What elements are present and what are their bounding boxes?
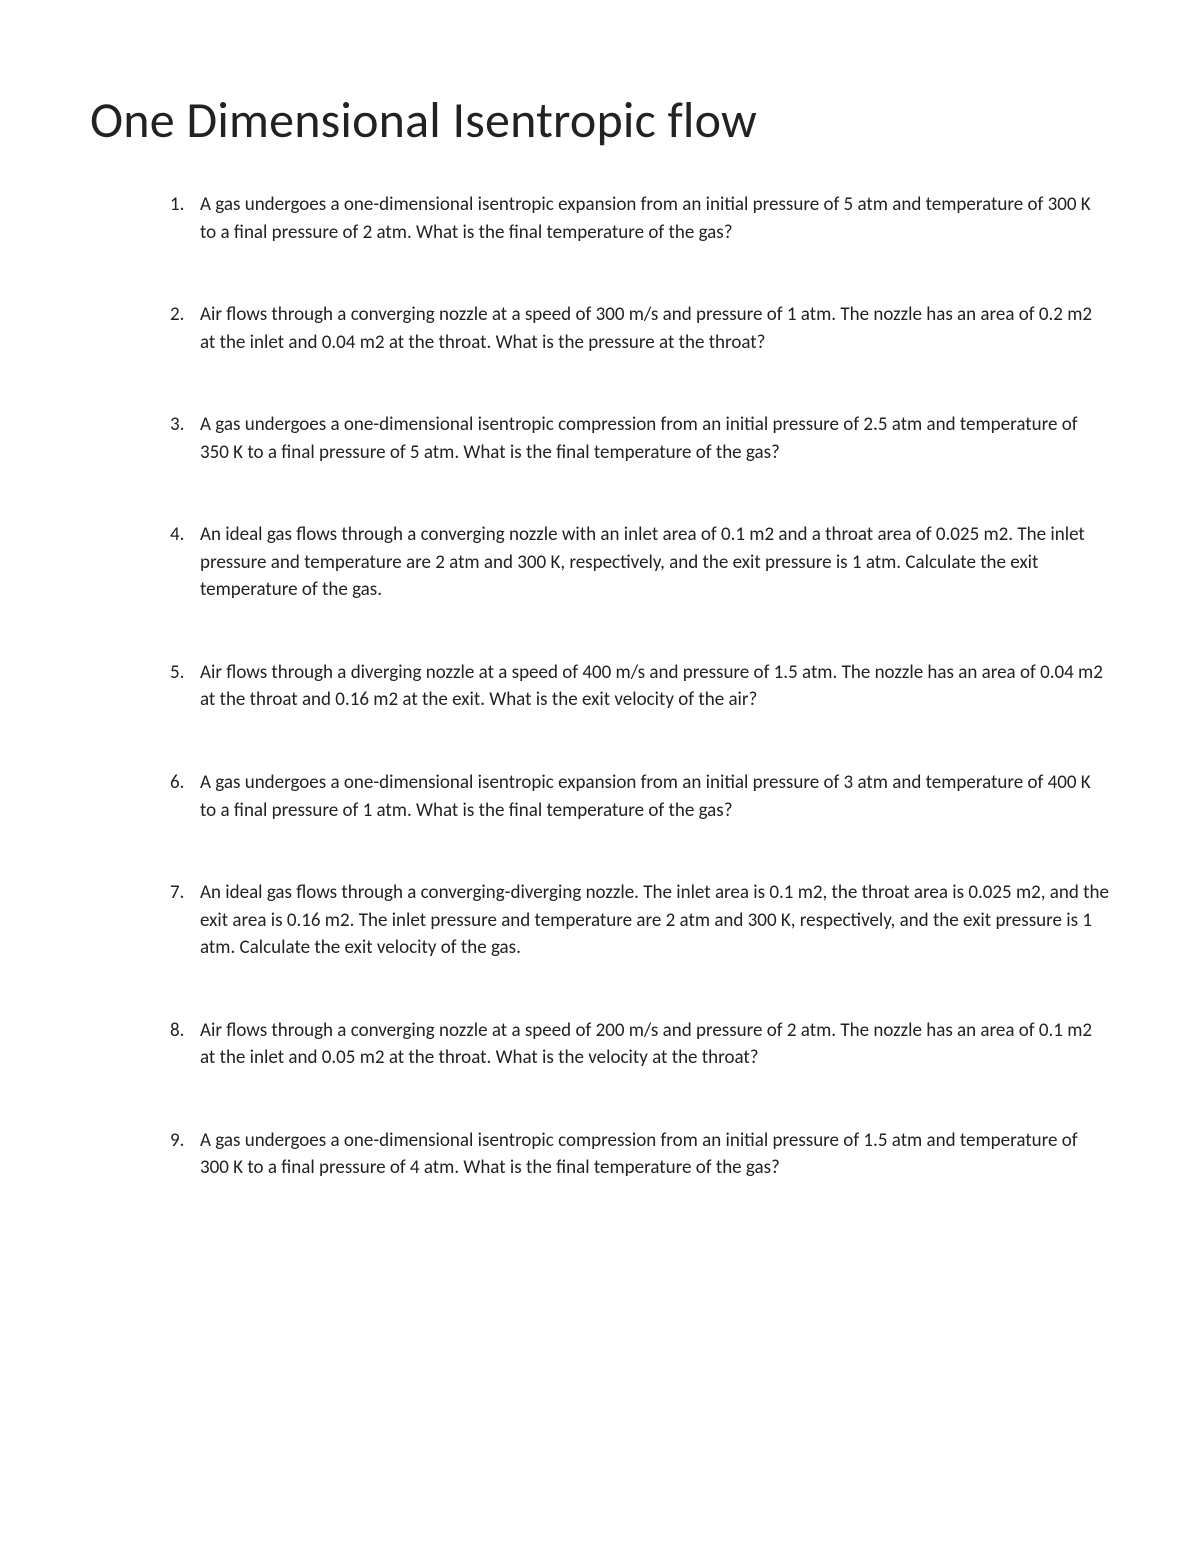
question-number: 5. xyxy=(170,659,200,714)
question-number: 6. xyxy=(170,769,200,824)
question-item: 4. An ideal gas flows through a convergi… xyxy=(170,521,1110,604)
question-item: 8. Air flows through a converging nozzle… xyxy=(170,1017,1110,1072)
question-text: A gas undergoes a one-dimensional isentr… xyxy=(200,1127,1110,1182)
question-text: An ideal gas flows through a converging … xyxy=(200,521,1110,604)
question-item: 6. A gas undergoes a one-dimensional ise… xyxy=(170,769,1110,824)
question-item: 2. Air flows through a converging nozzle… xyxy=(170,301,1110,356)
question-number: 4. xyxy=(170,521,200,604)
question-text: A gas undergoes a one-dimensional isentr… xyxy=(200,411,1110,466)
question-item: 1. A gas undergoes a one-dimensional ise… xyxy=(170,191,1110,246)
question-text: Air flows through a diverging nozzle at … xyxy=(200,659,1110,714)
question-item: 3. A gas undergoes a one-dimensional ise… xyxy=(170,411,1110,466)
question-item: 9. A gas undergoes a one-dimensional ise… xyxy=(170,1127,1110,1182)
question-number: 8. xyxy=(170,1017,200,1072)
question-number: 1. xyxy=(170,191,200,246)
question-number: 2. xyxy=(170,301,200,356)
question-item: 5. Air flows through a diverging nozzle … xyxy=(170,659,1110,714)
question-text: Air flows through a converging nozzle at… xyxy=(200,301,1110,356)
question-item: 7. An ideal gas flows through a convergi… xyxy=(170,879,1110,962)
question-text: A gas undergoes a one-dimensional isentr… xyxy=(200,191,1110,246)
page-title: One Dimensional Isentropic flow xyxy=(90,90,1110,151)
questions-list: 1. A gas undergoes a one-dimensional ise… xyxy=(90,191,1110,1182)
question-number: 7. xyxy=(170,879,200,962)
question-text: An ideal gas flows through a converging-… xyxy=(200,879,1110,962)
question-number: 3. xyxy=(170,411,200,466)
question-text: Air flows through a converging nozzle at… xyxy=(200,1017,1110,1072)
question-number: 9. xyxy=(170,1127,200,1182)
question-text: A gas undergoes a one-dimensional isentr… xyxy=(200,769,1110,824)
